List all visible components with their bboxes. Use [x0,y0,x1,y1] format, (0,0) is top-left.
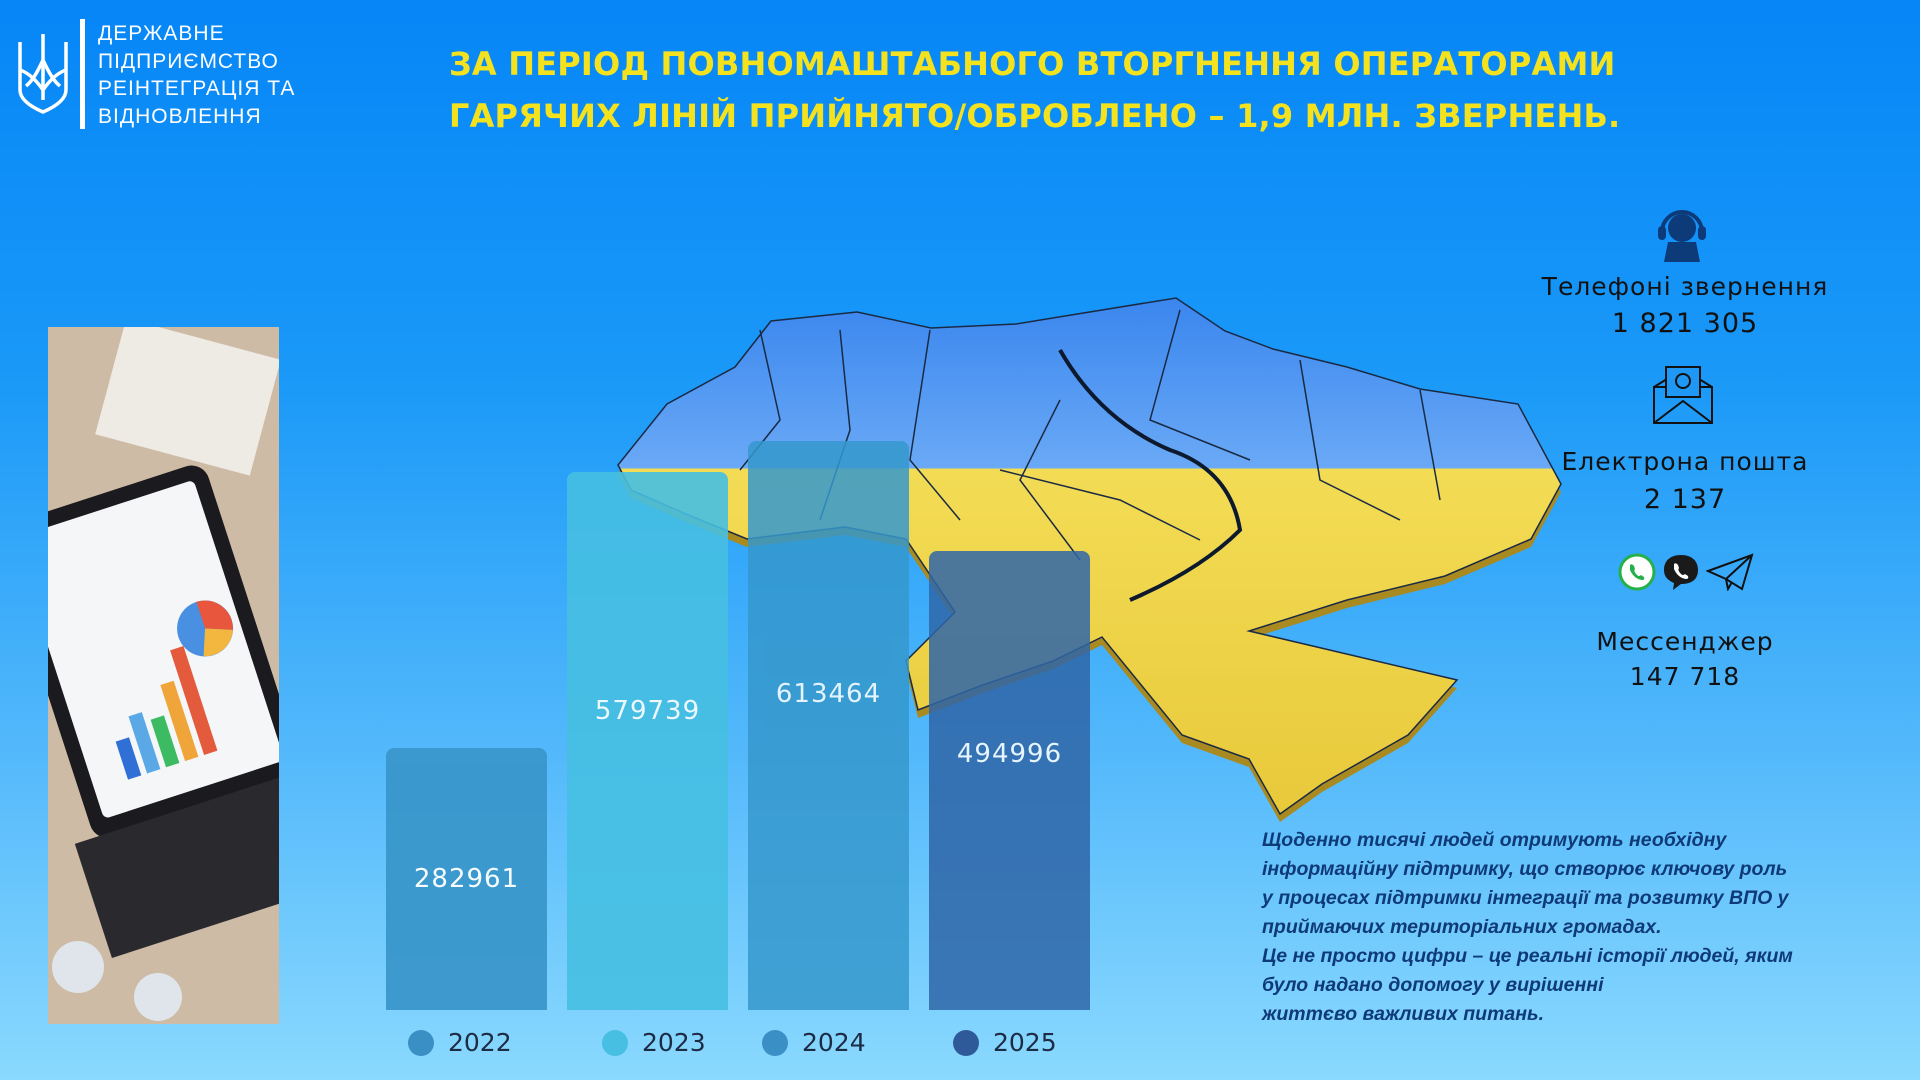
logo-line: ПІДПРИЄМСТВО [98,49,279,73]
logo-divider [80,19,85,129]
envelope-at-icon [1653,366,1713,424]
bar-2023: 579739 [567,472,728,1010]
messenger-value: 147 718 [1629,662,1741,691]
legend-item: 2025 [953,1028,1057,1057]
organization-name: ДЕРЖАВНЕ ПІДПРИЄМСТВО РЕІНТЕГРАЦІЯ ТА ВІ… [98,20,295,130]
operator-headset-icon [1658,210,1706,262]
bar-value-label: 282961 [413,863,520,894]
legend-label: 2022 [448,1028,512,1057]
legend-label: 2024 [802,1028,866,1057]
logo-line: РЕІНТЕГРАЦІЯ ТА [98,77,296,100]
messenger-icons [1618,553,1754,591]
logo-line: ДЕРЖАВНЕ [98,22,225,45]
legend-item: 2022 [408,1028,512,1057]
description-paragraph: Щоденно тисячі людей отримують необхідну… [1262,829,1793,1025]
tablet-charts-photo [48,327,279,1024]
title-line: ЗА ПЕРІОД ПОВНОМАШТАБНОГО ВТОРГНЕННЯ ОПЕ… [449,45,1616,83]
bar-value-label: 494996 [956,739,1063,770]
whatsapp-icon [1618,553,1656,591]
trident-emblem-icon [18,34,68,114]
page-title: ЗА ПЕРІОД ПОВНОМАШТАБНОГО ВТОРГНЕННЯ ОПЕ… [449,38,1620,142]
bar-value-label: 613464 [775,679,882,710]
messenger-label: Мессенджер [1596,627,1774,656]
legend-dot [953,1029,979,1056]
bar-2022: 282961 [386,747,547,1010]
telegram-icon [1706,553,1754,591]
logo-line: ВІДНОВЛЕННЯ [98,104,262,128]
title-line: ГАРЯЧИХ ЛІНІЙ ПРИЙНЯТО/ОБРОБЛЕНО – 1,9 М… [449,97,1621,135]
phone-value: 1 821 305 [1611,308,1759,339]
legend-dot [602,1029,628,1056]
bar-value-label: 579739 [594,696,701,727]
legend-label: 2025 [993,1028,1057,1057]
email-value: 2 137 [1643,484,1727,515]
legend-label: 2023 [642,1028,706,1057]
legend-dot [408,1029,434,1056]
legend-dot [762,1029,788,1056]
bar-2025: 494996 [929,550,1090,1010]
legend-item: 2023 [602,1028,706,1057]
legend-item: 2024 [762,1028,866,1057]
viber-icon [1664,555,1698,590]
phone-label: Телефоні звернення [1541,272,1829,301]
email-label: Електрона пошта [1561,447,1809,476]
bar-2024: 613464 [748,441,909,1010]
